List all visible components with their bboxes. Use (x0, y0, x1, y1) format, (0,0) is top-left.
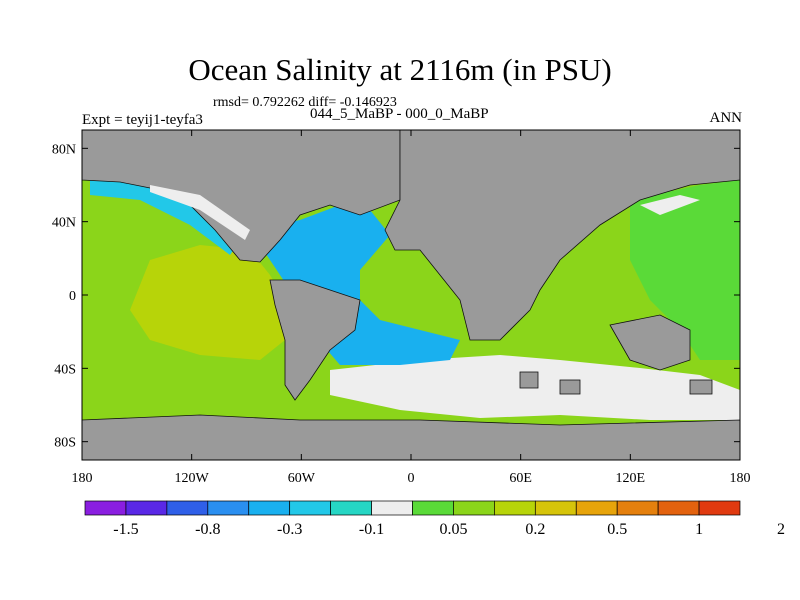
white-strip-nw (150, 185, 250, 240)
colorbar-box (534, 500, 577, 516)
lat-axis: 80N 40N 0 40S 80S (52, 142, 740, 451)
land-north-america (82, 130, 401, 263)
colorbar-box (494, 500, 536, 516)
colorbar-label: -0.8 (195, 521, 220, 538)
lon-label: 0 (408, 471, 415, 486)
lon-label: 120W (175, 471, 210, 486)
experiment-label: Expt = teyij1-teyfa3 (82, 112, 203, 128)
lat-label: 80N (52, 142, 76, 157)
land-islet (559, 379, 581, 395)
colorbar-box (166, 500, 209, 516)
colorbar-label: 0.5 (607, 521, 627, 538)
colorbar-boxes (84, 500, 741, 516)
colorbar-box (698, 500, 741, 516)
lon-label: 60W (288, 471, 316, 486)
atlantic-region (250, 205, 460, 365)
colorbar-box (289, 500, 331, 516)
lon-axis: 180 120W 60W 0 60E 120E 180 (72, 130, 751, 486)
lat-label: 0 (69, 289, 76, 304)
colorbar-label: 2 (777, 521, 785, 538)
colorbar-box (616, 500, 659, 516)
map-field (82, 130, 740, 460)
colorbar-box (657, 500, 700, 516)
colorbar-box (248, 500, 291, 516)
colorbar-label: -0.1 (359, 521, 384, 538)
colorbar-label: 0.05 (439, 521, 467, 538)
land-antarctica (82, 414, 740, 460)
colorbar-box (371, 500, 413, 516)
land-masses (82, 130, 740, 460)
stats-line: rmsd= 0.792262 diff= -0.146923 (213, 95, 397, 110)
land-islet (519, 371, 539, 389)
colorbar-label: 1 (695, 521, 703, 538)
colorbar-labels: -1.5 -0.8 -0.3 -0.1 0.05 0.2 0.5 1 2 (113, 521, 785, 538)
lon-label: 180 (72, 471, 93, 486)
lat-label: 40S (54, 362, 76, 377)
map-title: Ocean Salinity at 2116m (in PSU) (188, 52, 612, 87)
colorbar-label: -0.3 (277, 521, 302, 538)
colorbar-box (207, 500, 250, 516)
colorbar-box (575, 500, 618, 516)
colorbar-box (453, 500, 495, 516)
lon-label: 120E (616, 471, 646, 486)
lon-label: 60E (509, 471, 532, 486)
land-eurasia-africa (384, 130, 740, 341)
lat-label: 40N (52, 216, 76, 231)
atlantic-cyan-region (90, 180, 240, 255)
land-islet (689, 379, 713, 395)
lon-label: 180 (730, 471, 751, 486)
colorbar-box (412, 500, 454, 516)
subtitle: 044_5_MaBP - 000_0_MaBP (310, 106, 489, 122)
land-south-america (269, 279, 361, 401)
colorbar-box (330, 500, 372, 516)
colorbar-label: -1.5 (113, 521, 138, 538)
pacific-west-region (630, 180, 740, 360)
season-label: ANN (709, 110, 743, 126)
colorbar-box (125, 500, 168, 516)
land-australia (609, 314, 691, 371)
colorbar-box (84, 500, 127, 516)
white-strip-ne (640, 195, 700, 215)
colorbar-label: 0.2 (525, 521, 545, 538)
lat-label: 80S (54, 436, 76, 451)
pacific-east-region (130, 245, 285, 360)
